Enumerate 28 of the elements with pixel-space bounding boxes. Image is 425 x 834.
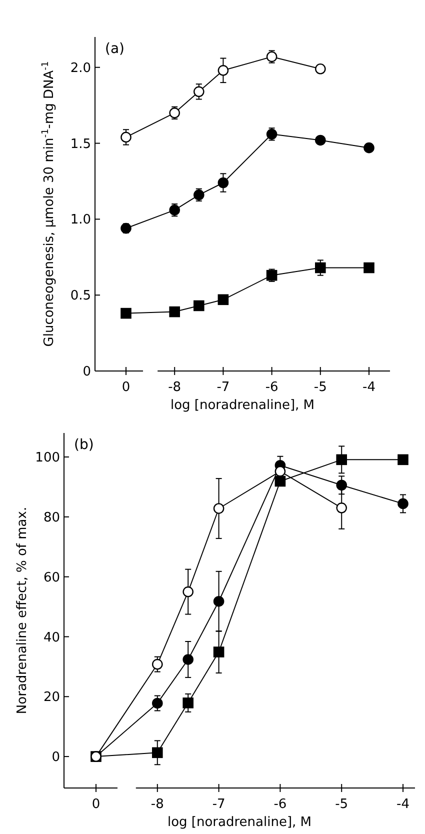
x-tick-label: -8 bbox=[150, 797, 164, 812]
x-tick-label: -6 bbox=[274, 797, 287, 812]
x-axis-title: log [noradrenaline], M bbox=[167, 815, 312, 830]
x-tick-label: -6 bbox=[265, 380, 278, 395]
y-tick-label: 0 bbox=[52, 750, 60, 766]
y-tick-label: 0.5 bbox=[70, 288, 91, 304]
x-axis-title: log [noradrenaline], M bbox=[170, 398, 315, 413]
chart-title: (b) bbox=[74, 437, 94, 453]
y-tick-label: 40 bbox=[43, 630, 60, 646]
x-tick-label: -5 bbox=[335, 797, 348, 812]
y-tick-label: 1.5 bbox=[70, 136, 91, 152]
x-tick-label: -7 bbox=[212, 797, 226, 812]
y-tick-label: 60 bbox=[43, 570, 60, 586]
x-tick-label: -4 bbox=[396, 797, 410, 812]
y-tick-label: 1.0 bbox=[70, 212, 91, 228]
x-tick-label: -5 bbox=[314, 380, 327, 395]
x-tick-label: -7 bbox=[216, 380, 230, 395]
x-tick-label: 0 bbox=[92, 797, 100, 812]
chart-title: (a) bbox=[105, 41, 125, 57]
y-axis-title: Noradrenaline effect, % of max. bbox=[15, 506, 30, 714]
y-tick-label: 20 bbox=[43, 690, 60, 706]
y-tick-label: 0 bbox=[82, 364, 91, 380]
x-tick-label: 0 bbox=[122, 380, 130, 395]
x-tick-label: -4 bbox=[362, 380, 376, 395]
y-tick-label: 100 bbox=[35, 450, 60, 466]
y-tick-label: 80 bbox=[43, 510, 60, 526]
y-tick-label: 2.0 bbox=[70, 60, 91, 76]
x-tick-label: -8 bbox=[168, 380, 182, 395]
